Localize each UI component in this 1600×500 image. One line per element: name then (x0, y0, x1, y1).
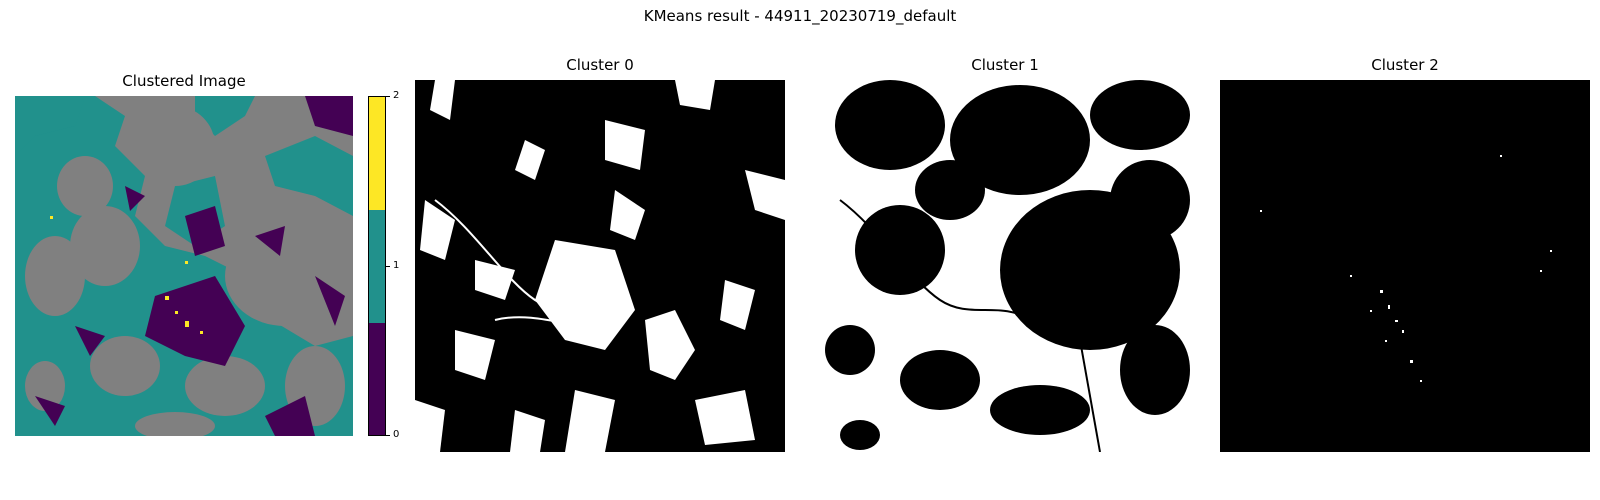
colorbar-band-1 (369, 210, 385, 323)
cluster-2-mask (1220, 80, 1590, 452)
colorbar (368, 96, 386, 436)
clustered-image-title: Clustered Image (122, 72, 246, 90)
figure-title: KMeans result - 44911_20230719_default (643, 7, 957, 25)
cluster-1-mask (820, 80, 1190, 452)
cluster-0-title: Cluster 0 (566, 56, 634, 74)
cluster-0-mask (415, 80, 785, 452)
colorbar-band-0 (369, 323, 385, 435)
colorbar-band-2 (369, 97, 385, 210)
colorbar-tick-2 (386, 96, 390, 97)
colorbar-label-2: 2 (393, 90, 400, 101)
clustered-image (15, 96, 353, 436)
colorbar-tick-0 (386, 435, 390, 436)
colorbar-label-0: 0 (393, 429, 400, 440)
cluster-1-title: Cluster 1 (971, 56, 1039, 74)
cluster-2-title: Cluster 2 (1371, 56, 1439, 74)
colorbar-label-1: 1 (393, 260, 400, 271)
colorbar-tick-1 (386, 266, 390, 267)
